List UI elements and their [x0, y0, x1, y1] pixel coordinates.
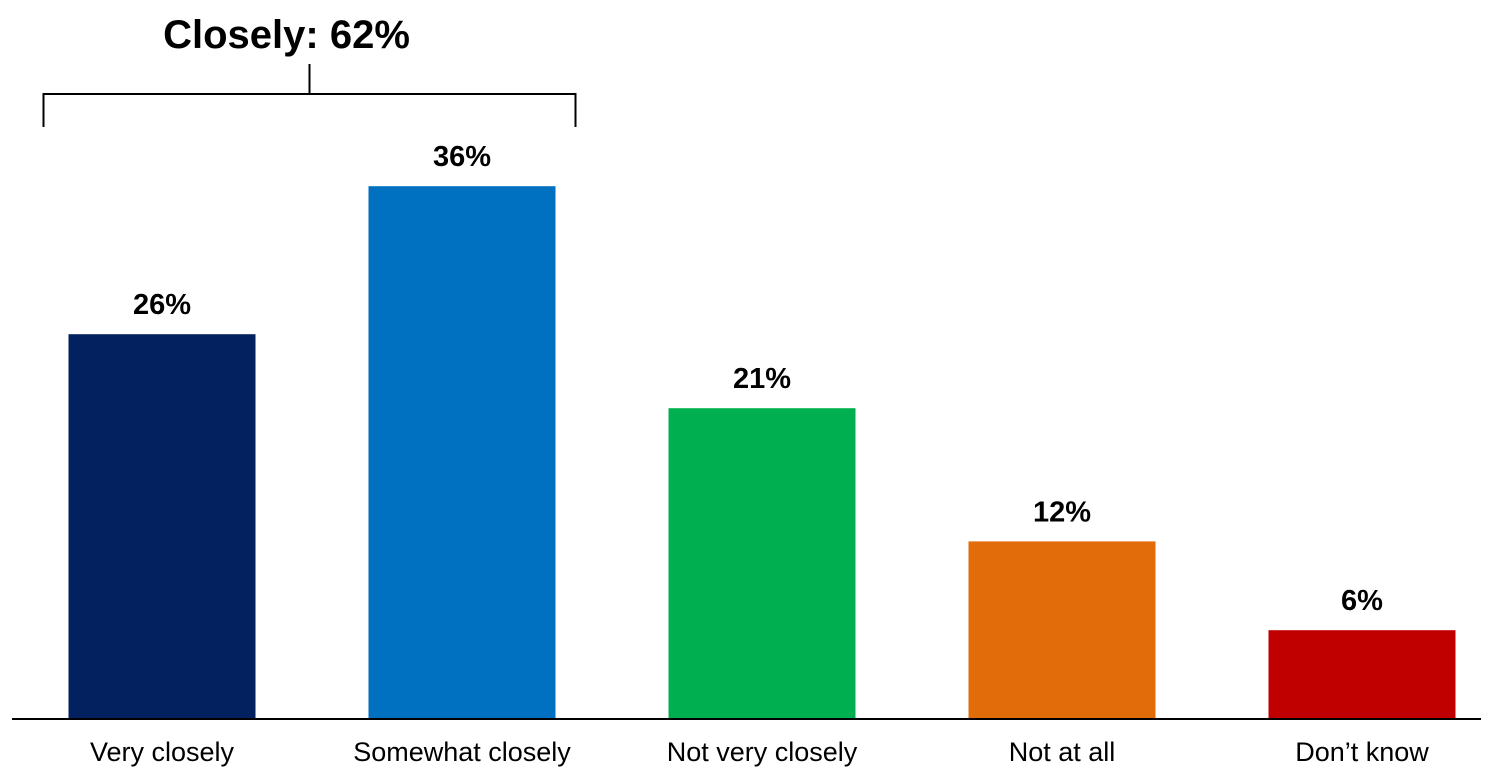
bar-4 — [1268, 630, 1456, 719]
value-label-0: 26% — [133, 289, 191, 321]
closely-bracket: Closely: 62% — [42, 13, 577, 127]
bar-3 — [968, 541, 1156, 719]
bar-0 — [68, 334, 256, 719]
category-label-0: Very closely — [90, 737, 235, 767]
bar-1 — [368, 186, 556, 719]
value-label-1: 36% — [433, 141, 491, 173]
category-labels: Very closely Somewhat closely Not very clo… — [90, 737, 1429, 767]
category-label-4: Don’t know — [1295, 737, 1429, 767]
value-label-2: 21% — [733, 363, 791, 395]
value-labels: 26% 36% 21% 12% 6% — [133, 141, 1383, 617]
value-label-3: 12% — [1033, 496, 1091, 528]
category-label-3: Not at all — [1009, 737, 1116, 767]
category-label-2: Not very closely — [667, 737, 858, 767]
value-label-4: 6% — [1341, 585, 1383, 617]
bar-2 — [668, 408, 856, 719]
category-label-1: Somewhat closely — [353, 737, 571, 767]
bracket-line — [42, 64, 577, 127]
bracket-label: Closely: 62% — [163, 13, 410, 57]
bars — [68, 186, 1456, 719]
